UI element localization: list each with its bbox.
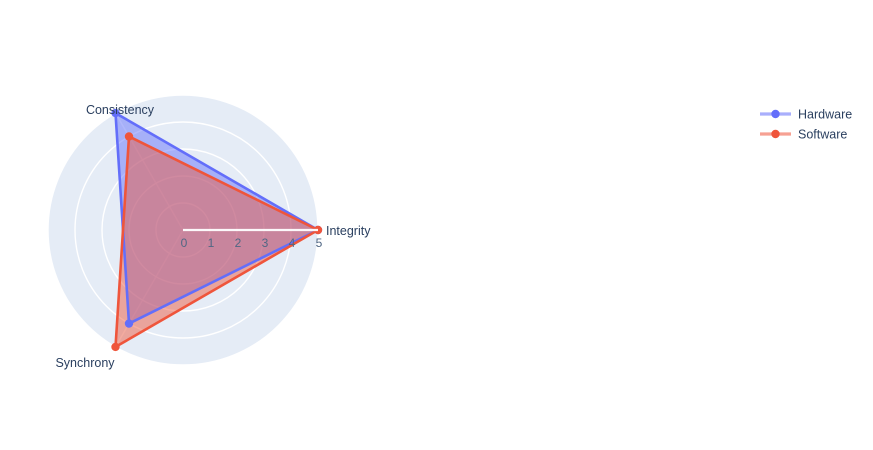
grid-spoke-synchrony <box>114 229 184 348</box>
radial-axis-tick-labels: 0 1 2 3 4 5 <box>181 236 323 250</box>
legend-item-software[interactable]: Software <box>760 128 847 142</box>
series-fill-hardware <box>115 113 318 324</box>
legend-item-hardware[interactable]: Hardware <box>760 108 852 122</box>
legend[interactable]: Hardware Software <box>760 108 852 142</box>
legend-swatch-marker-hardware <box>771 109 780 119</box>
radial-tick-5: 5 <box>316 236 323 250</box>
angular-label-synchrony: Synchrony <box>55 356 115 370</box>
series-line-hardware[interactable] <box>114 111 320 325</box>
angular-label-integrity: Integrity <box>326 224 371 238</box>
series-marker-software-synchrony[interactable] <box>111 342 120 352</box>
radial-tick-1: 1 <box>208 236 215 250</box>
legend-swatch-marker-software <box>771 129 780 139</box>
series-marker-hardware-synchrony[interactable] <box>124 319 134 328</box>
radial-tick-3: 3 <box>262 236 269 250</box>
angular-label-consistency: Consistency <box>86 103 155 117</box>
series-fill-software <box>115 136 318 347</box>
series-markers[interactable] <box>111 108 323 352</box>
series-outlines[interactable] <box>114 111 320 349</box>
legend-label-software: Software <box>798 128 847 142</box>
legend-label-hardware: Hardware <box>798 108 852 122</box>
series-marker-software-consistency[interactable] <box>124 132 134 141</box>
radial-tick-0: 0 <box>181 236 188 250</box>
series-fill-areas <box>115 113 318 347</box>
series-marker-hardware-consistency[interactable] <box>111 108 120 118</box>
radial-tick-4: 4 <box>289 236 296 250</box>
radial-tick-2: 2 <box>235 236 242 250</box>
series-line-software[interactable] <box>114 135 320 349</box>
grid-spoke-consistency <box>114 112 184 231</box>
